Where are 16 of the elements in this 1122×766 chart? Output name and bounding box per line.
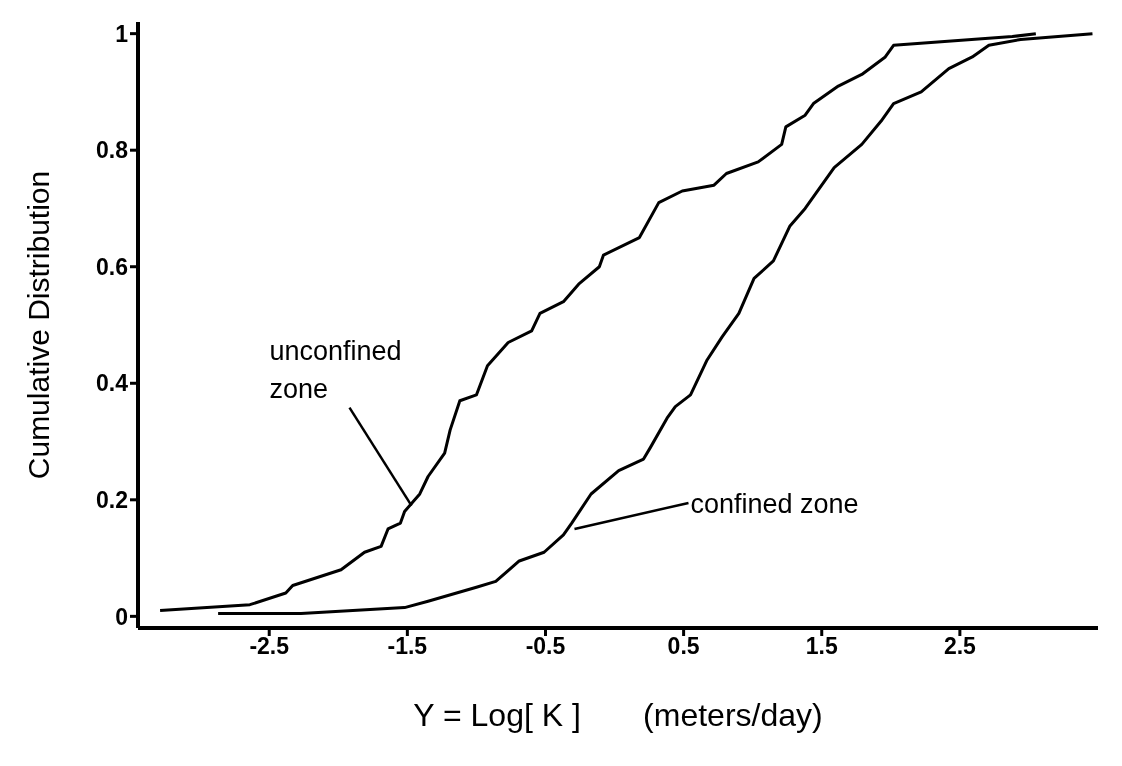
annotation: confined zone	[690, 488, 859, 519]
y-axis-title: Cumulative Distribution	[21, 170, 55, 480]
annotation: unconfined zone	[269, 335, 402, 404]
y-tick-label: 0	[115, 603, 128, 630]
x-tick-label: -0.5	[525, 633, 566, 660]
x-tick-label: 0.5	[667, 633, 700, 660]
y-tick-label: 0.4	[96, 370, 129, 397]
y-tick-label: 0.6	[96, 253, 128, 280]
x-tick-label: 2.5	[943, 633, 977, 660]
x-tick-label: -2.5	[249, 633, 290, 660]
x-tick-label: 1.5	[805, 633, 838, 660]
y-tick-label: 0.2	[96, 486, 128, 513]
y-tick-label: 1	[115, 20, 129, 47]
y-tick-label: 0.8	[96, 137, 129, 164]
x-tick-label: -1.5	[387, 633, 428, 660]
x-axis-title: Y = Log[ K ] (meters/day)	[413, 697, 823, 733]
